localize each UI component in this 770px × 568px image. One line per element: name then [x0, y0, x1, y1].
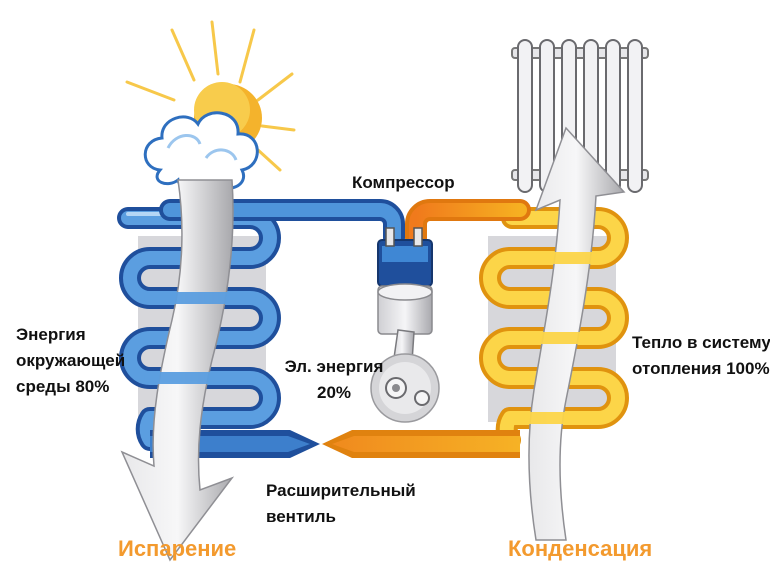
expansion-valve-line-2: вентиль — [266, 507, 336, 526]
discharge-pipe — [405, 199, 531, 249]
heat-output-line-1: Тепло в систему — [632, 333, 770, 352]
radiator-icon — [511, 39, 649, 193]
compressor-icon — [370, 227, 440, 423]
environment-energy-line-1: Энергия — [16, 325, 86, 344]
environment-energy-line-2: окружающей — [16, 351, 126, 370]
condensation-label: Конденсация — [508, 536, 653, 561]
electric-energy-line-1: Эл. энергия — [284, 357, 384, 376]
heat-output-line-2: отопления 100% — [632, 359, 770, 378]
electric-energy-label: Эл. энергия 20% — [276, 354, 392, 406]
expansion-valve-line-1: Расширительный — [266, 481, 416, 500]
environment-energy-label: Энергия окружающей среды 80% — [16, 322, 125, 400]
compressor-label: Компрессор — [352, 173, 455, 192]
electric-energy-line-2: 20% — [316, 383, 352, 402]
environment-energy-line-3: среды 80% — [16, 377, 110, 396]
expansion-valve-label: Расширительный вентиль — [266, 478, 416, 530]
heat-output-label: Тепло в систему отопления 100% — [632, 330, 770, 382]
liquid-pipe — [150, 430, 520, 458]
evaporation-label: Испарение — [118, 536, 237, 561]
evaporation-arrow — [120, 179, 235, 562]
suction-pipe — [159, 199, 405, 249]
